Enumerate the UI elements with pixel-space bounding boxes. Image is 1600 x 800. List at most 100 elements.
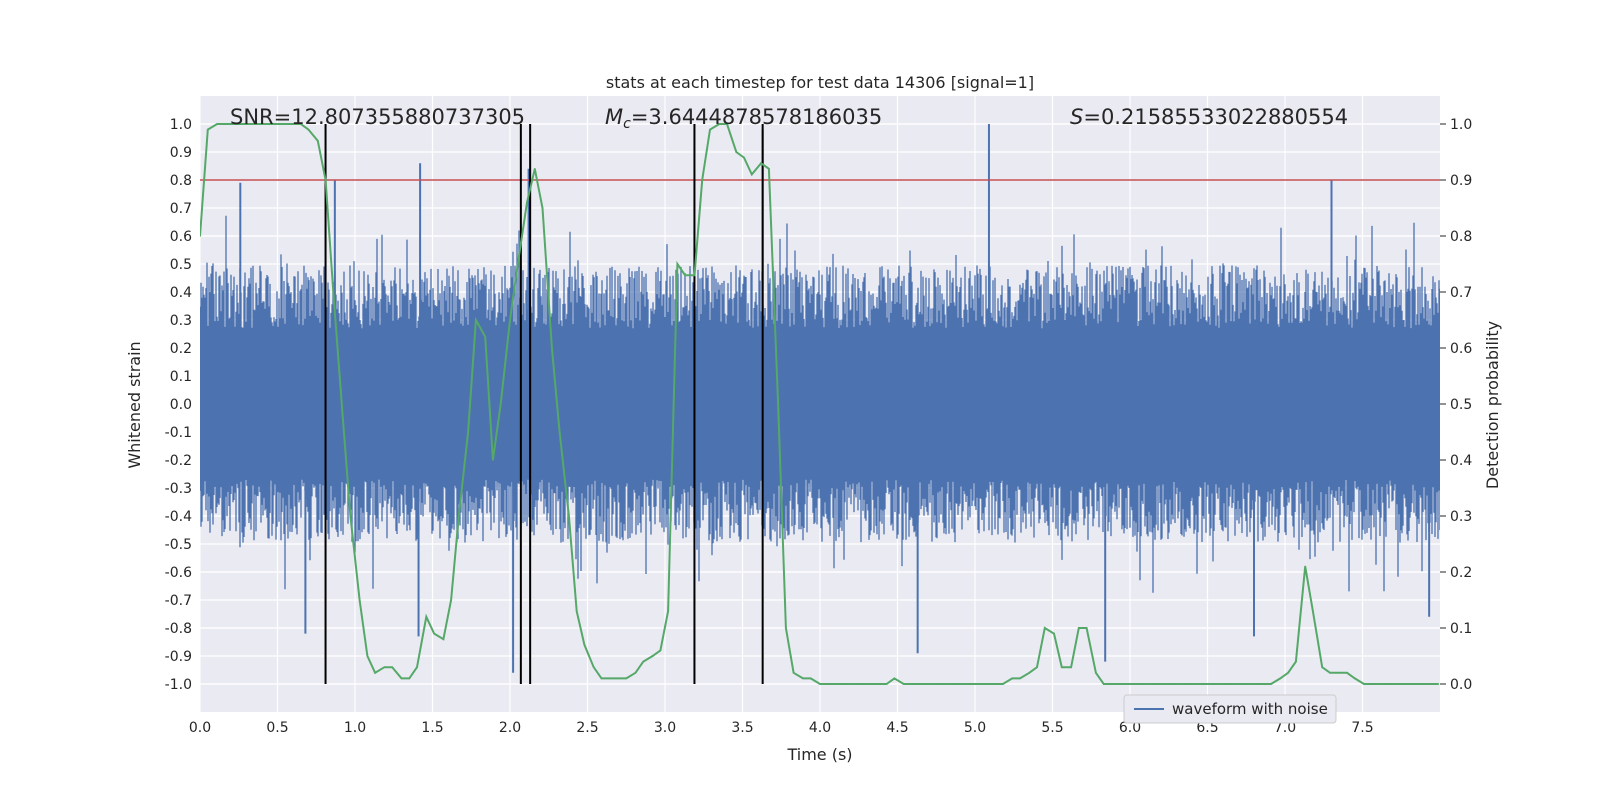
y2-tick-label: 0.4: [1450, 453, 1472, 469]
x-axis-label: Time (s): [786, 745, 852, 764]
probability-point: [600, 677, 603, 680]
y-tick-label: -1.0: [165, 677, 192, 693]
y-tick-label: 0.7: [170, 201, 192, 217]
probability-point: [400, 677, 403, 680]
x-tick-label: 3.5: [731, 720, 753, 736]
probability-point: [994, 683, 996, 685]
probability-point: [1270, 683, 1272, 685]
probability-point: [768, 168, 770, 170]
probability-point: [442, 638, 445, 640]
probability-point: [207, 128, 209, 131]
y-tick-label: -0.3: [165, 481, 192, 497]
probability-point: [651, 655, 654, 657]
probability-point: [592, 666, 595, 668]
probability-point: [1061, 666, 1063, 668]
probability-point: [558, 431, 561, 433]
x-tick-label: 6.0: [1119, 720, 1141, 736]
probability-point: [1011, 677, 1013, 680]
probability-point: [634, 672, 637, 674]
chirp-mass-subscript: c: [623, 116, 631, 132]
x-tick-label: 3.0: [654, 720, 676, 736]
y-tick-label: 0.5: [170, 257, 192, 273]
probability-point: [324, 179, 327, 181]
probability-point: [617, 677, 620, 680]
y-tick-label: 0.0: [170, 397, 192, 413]
probability-point: [374, 672, 376, 674]
probability-point: [1161, 683, 1164, 685]
probability-point: [425, 616, 428, 618]
overlay-lines: [200, 124, 1440, 684]
y2-tick-label: 0.9: [1450, 173, 1472, 189]
probability-point: [583, 644, 586, 646]
probability-point: [885, 683, 888, 685]
probability-point: [625, 677, 628, 680]
probability-point: [1154, 683, 1156, 685]
probability-point: [1287, 672, 1289, 674]
legend-label: waveform with noise: [1172, 700, 1328, 718]
x-tick-label: 2.5: [576, 720, 598, 736]
y2-tick-label: 1.0: [1450, 117, 1472, 133]
y-tick-label: -0.5: [165, 537, 192, 553]
x-tick-label: 5.5: [1041, 720, 1063, 736]
probability-point: [977, 683, 979, 685]
probability-point: [534, 168, 536, 170]
waveform-noise-band: [200, 215, 1440, 593]
y-tick-label: 0.3: [170, 313, 192, 329]
probability-point: [819, 683, 821, 685]
s-symbol: S: [1070, 105, 1083, 129]
probability-point: [802, 677, 804, 680]
probability-point: [1295, 660, 1297, 663]
probability-point: [1137, 683, 1139, 685]
probability-point: [1169, 683, 1172, 685]
probability-point: [709, 128, 711, 131]
probability-point: [475, 319, 477, 321]
probability-point: [248, 123, 251, 125]
probability-point: [676, 263, 679, 265]
probability-point: [1119, 683, 1122, 685]
probability-point: [1053, 632, 1055, 635]
probability-point: [282, 123, 285, 125]
probability-point: [868, 683, 871, 685]
probability-point: [1085, 627, 1088, 629]
y2-tick-label: 0.3: [1450, 509, 1472, 525]
probability-point: [484, 336, 487, 338]
y-tick-label: 0.2: [170, 341, 192, 357]
probability-point: [1321, 666, 1323, 668]
probability-point: [851, 683, 854, 685]
probability-point: [1112, 683, 1114, 685]
probability-point: [1002, 683, 1004, 685]
chirp-mass-annotation: Mc=3.6444878578186035: [605, 105, 882, 132]
probability-point: [718, 123, 721, 125]
probability-point: [1220, 683, 1223, 685]
snr-annotation: SNR=12.807355880737305: [230, 105, 525, 129]
probability-point: [1336, 672, 1339, 674]
probability-point: [408, 677, 411, 680]
probability-point: [986, 683, 989, 685]
probability-point: [509, 319, 511, 321]
probability-point: [861, 683, 863, 685]
y2-tick-label: 0.0: [1450, 677, 1472, 693]
probability-point: [952, 683, 955, 685]
probability-point: [743, 156, 745, 159]
legend-box: [1123, 694, 1337, 724]
probability-point: [693, 274, 696, 277]
probability-point: [701, 179, 703, 181]
probability-point: [1237, 683, 1240, 685]
probability-point: [684, 274, 686, 277]
y-tick-label: -0.6: [165, 565, 192, 581]
x-tick-label: 4.5: [886, 720, 908, 736]
probability-point: [391, 666, 394, 668]
probability-point: [358, 599, 361, 601]
probability-point: [1388, 683, 1390, 685]
y-tick-label: 0.6: [170, 229, 192, 245]
probability-point: [1127, 683, 1130, 685]
probability-point: [568, 515, 570, 517]
probability-point: [366, 655, 369, 657]
probability-point: [241, 123, 243, 125]
y-tick-label: 0.9: [170, 145, 192, 161]
s-annotation: S=0.21585533022880554: [1070, 105, 1348, 129]
probability-point: [1253, 683, 1255, 685]
probability-point: [1095, 672, 1097, 674]
probability-point: [433, 632, 435, 635]
probability-point: [341, 414, 344, 417]
